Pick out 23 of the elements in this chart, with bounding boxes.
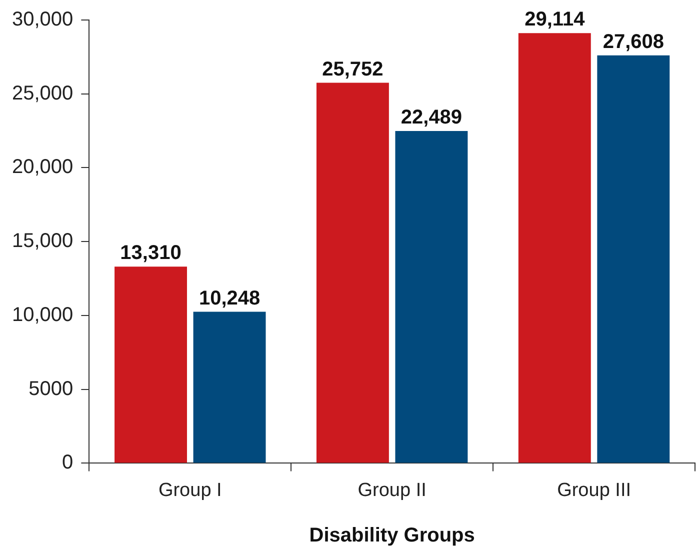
- y-tick-label: 20,000: [12, 156, 74, 178]
- y-tick-label: 15,000: [12, 230, 74, 252]
- data-label: 13,310: [120, 242, 182, 264]
- data-label: 22,489: [400, 106, 462, 128]
- x-tick-label: Group II: [358, 480, 426, 501]
- bar: [193, 312, 266, 463]
- bar: [316, 82, 389, 463]
- y-tick-label: 10,000: [12, 304, 74, 326]
- bar: [395, 130, 468, 463]
- x-axis-title: Disability Groups: [309, 524, 475, 547]
- bar: [114, 266, 187, 463]
- y-tick-label: 5000: [28, 378, 74, 400]
- y-tick-label: 0: [62, 452, 74, 474]
- data-label: 27,608: [602, 30, 664, 53]
- bar: [597, 55, 670, 463]
- x-tick-label: Group I: [158, 480, 222, 501]
- data-label: 29,114: [524, 8, 586, 31]
- bar: [518, 33, 591, 463]
- y-tick-label: 30,000: [12, 8, 74, 31]
- data-label: 25,752: [322, 58, 384, 80]
- x-tick-label: Group III: [557, 480, 631, 501]
- data-label: 10,248: [198, 287, 260, 310]
- y-tick-label: 25,000: [12, 82, 74, 104]
